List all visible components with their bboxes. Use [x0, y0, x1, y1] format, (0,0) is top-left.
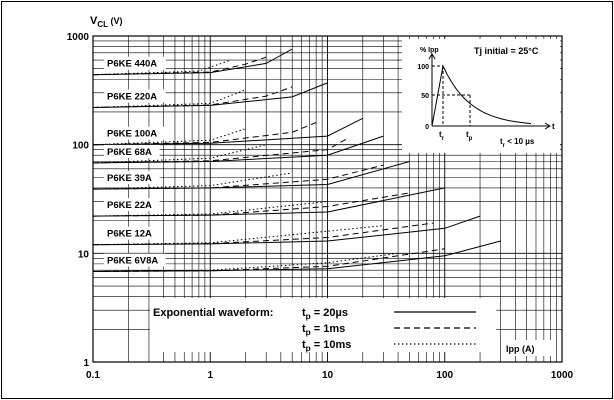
device-label-bg: [104, 126, 166, 140]
x-axis-label-bg: [502, 340, 552, 356]
device-label: P6KE 100A: [107, 129, 157, 140]
curve-1ms: [92, 248, 445, 272]
curve-1ms: [92, 164, 384, 190]
x-axis-label: Ipp (A): [506, 344, 535, 354]
y-axis-label: VCL (V): [90, 15, 123, 29]
device-label-bg: [104, 198, 160, 212]
curve-10ms: [92, 144, 267, 164]
x-tick-label: 100: [436, 370, 453, 381]
legend-entry-label: tp = 1ms: [302, 323, 345, 337]
device-label-bg: [104, 253, 166, 267]
inset-waveform: [431, 64, 532, 127]
curve-1ms: [92, 86, 293, 108]
inset-x-label: t: [552, 122, 555, 131]
device-label: P6KE 220A: [107, 91, 157, 102]
curve-20us: [92, 135, 384, 164]
device-label: P6KE 22A: [107, 200, 152, 211]
curve-10ms: [92, 201, 328, 217]
inset-tick-0: 0: [425, 124, 429, 131]
device-label: P6KE 12A: [107, 229, 152, 240]
device-label: P6KE 68A: [107, 147, 152, 158]
x-tick-label: 1: [207, 370, 213, 381]
device-label: P6KE 6V8A: [107, 256, 158, 267]
inset-tp-label: tp: [466, 130, 473, 142]
inset-tr-label: tr: [439, 130, 445, 142]
device-label-bg: [104, 226, 160, 240]
curve-20us: [92, 48, 293, 76]
inset-x-arrow: [544, 122, 551, 130]
device-label-bg: [104, 171, 160, 185]
curve-1ms: [92, 56, 267, 76]
curve-10ms: [92, 89, 246, 108]
device-labels: P6KE 440A P6KE 220A P6KE 100A P6KE 68A P6KE …: [104, 56, 166, 267]
inset-tick-50: 50: [421, 93, 429, 100]
curve-10ms: [92, 225, 384, 246]
inset-y-arrow: [428, 53, 436, 60]
curve-20us: [92, 82, 328, 108]
x-tick-label: 0.1: [86, 370, 100, 381]
x-tick-label: 10: [322, 370, 334, 381]
curves: [92, 48, 501, 272]
curve-10ms: [92, 172, 293, 190]
legend-title: Exponential waveform:: [153, 307, 273, 319]
inset-tick-100: 100: [417, 64, 429, 71]
legend-box: [150, 298, 496, 352]
curve-1ms: [92, 122, 317, 146]
inset-rise-note: tr < 10 µs: [500, 137, 535, 149]
curve-20us: [92, 117, 364, 146]
y-tick-label: 1: [83, 358, 89, 369]
x-tick-label: 1000: [551, 370, 574, 381]
curve-20us: [92, 240, 501, 272]
y-tick-label: 10: [78, 249, 90, 260]
curve-20us: [92, 161, 410, 190]
waveform-inset: % Ipp 100 50 0 t tr tp tr < 10 µs Tj initial = 2…: [402, 39, 560, 153]
device-label-bg: [104, 144, 160, 158]
curve-20us: [92, 187, 445, 217]
curve-20us: [92, 215, 481, 246]
legend-entry-label: tp = 20µs: [302, 307, 348, 321]
device-label: P6KE 440A: [107, 59, 157, 70]
legend: Exponential waveform: tp = 20µs tp = 1ms tp…: [150, 298, 496, 353]
device-label-bg: [104, 89, 166, 103]
legend-entry-label: tp = 10ms: [302, 339, 351, 353]
device-label: P6KE 39A: [107, 173, 152, 184]
inset-tj-label: Tj initial = 25°C: [474, 46, 539, 56]
curve-1ms: [92, 222, 434, 246]
curve-10ms: [92, 252, 399, 272]
curve-10ms: [92, 128, 246, 146]
inset-bg: [402, 39, 560, 153]
y-tick-label: 1000: [67, 32, 90, 43]
inset-y-label: % Ipp: [420, 47, 439, 54]
device-label-bg: [104, 56, 166, 70]
curve-10ms: [92, 59, 232, 76]
y-tick-label: 100: [72, 141, 89, 152]
